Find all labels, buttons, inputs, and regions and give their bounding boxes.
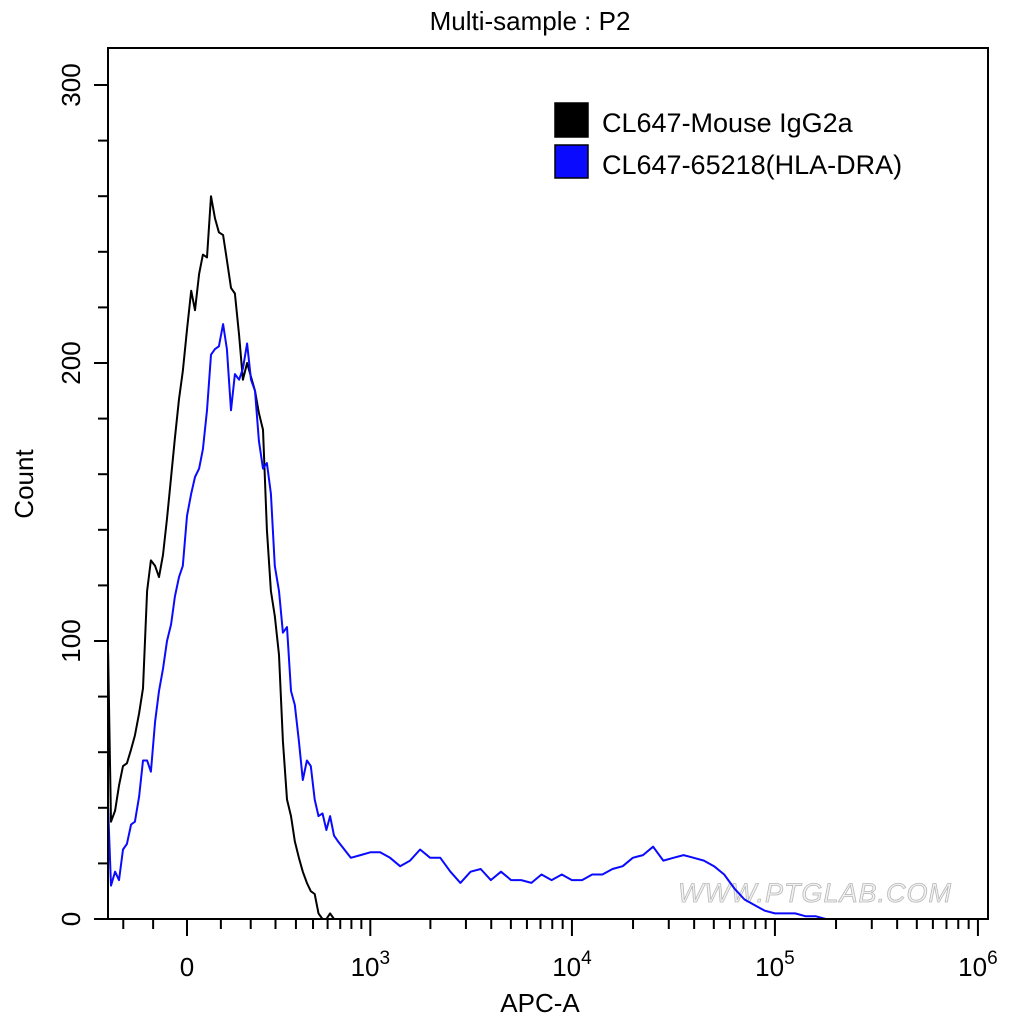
legend-item-hla-dra: CL647-65218(HLA-DRA)	[554, 144, 902, 180]
legend: CL647-Mouse IgG2a CL647-65218(HLA-DRA)	[554, 102, 902, 180]
y-tick-label: 100	[56, 619, 86, 662]
x-tick-base: 10	[755, 952, 784, 982]
x-tick-label: 105	[755, 948, 795, 982]
y-tick-label: 0	[56, 912, 86, 926]
x-tick-base: 10	[958, 952, 987, 982]
watermark: WWW.PTGLAB.COM	[678, 878, 952, 908]
x-tick-base: 10	[552, 952, 581, 982]
x-tick-label: 103	[351, 948, 391, 982]
x-tick-base: 0	[180, 952, 194, 982]
series-layer	[107, 195, 826, 920]
y-axis-label: Count	[9, 449, 39, 519]
series-line-isotype	[107, 195, 338, 920]
x-axis-label: APC-A	[500, 988, 580, 1018]
x-tick-exponent: 6	[987, 948, 998, 969]
legend-swatch-isotype	[554, 102, 589, 138]
legend-item-isotype: CL647-Mouse IgG2a	[554, 102, 854, 138]
legend-swatch-hla-dra	[554, 144, 589, 179]
x-tick-label: 0	[180, 952, 194, 982]
x-tick-label: 106	[958, 948, 998, 982]
legend-label-hla-dra: CL647-65218(HLA-DRA)	[602, 150, 902, 180]
plot-frame	[107, 47, 989, 920]
series-line-hla-dra	[107, 323, 826, 920]
x-tick-exponent: 5	[784, 948, 795, 969]
y-tick-label: 200	[56, 341, 86, 384]
x-tick-label: 104	[552, 948, 592, 982]
x-tick-exponent: 3	[379, 948, 390, 969]
chart-title: Multi-sample : P2	[430, 6, 631, 36]
legend-label-isotype: CL647-Mouse IgG2a	[602, 108, 854, 138]
x-tick-exponent: 4	[581, 948, 592, 969]
y-tick-label: 300	[56, 63, 86, 106]
x-tick-base: 10	[351, 952, 380, 982]
